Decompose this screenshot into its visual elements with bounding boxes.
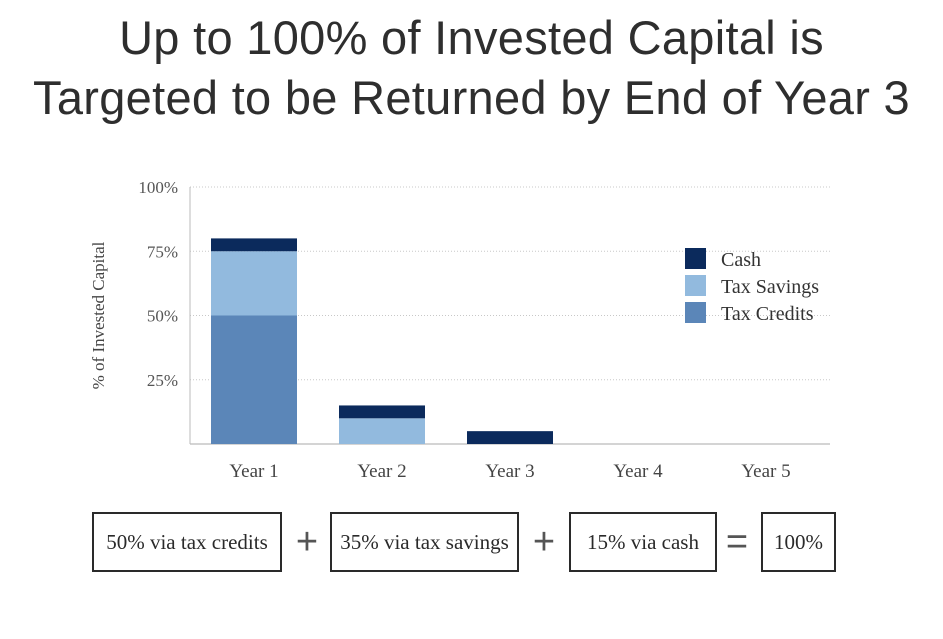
equation-plus-2: + xyxy=(532,520,556,563)
bar-segment-cash xyxy=(467,431,553,444)
equation-plus-1: + xyxy=(295,520,319,563)
y-tick-label: 100% xyxy=(138,178,178,197)
bar-segment-tax-savings xyxy=(339,418,425,444)
bar-segment-cash xyxy=(339,405,425,419)
y-tick-label: 25% xyxy=(147,371,178,390)
stacked-bar-chart: 25% 50% 75% 100% % of Invested Capital Year 1… xyxy=(89,178,830,482)
equation-equals: = xyxy=(725,520,749,563)
title-line-2: Targeted to be Returned by End of Year 3 xyxy=(33,71,910,124)
y-tick-label: 50% xyxy=(147,307,178,326)
equation-result: 100% xyxy=(761,512,836,572)
bar-segment-tax-savings xyxy=(211,251,297,316)
equation-term-cash: 15% via cash xyxy=(569,512,717,572)
y-axis-title: % of Invested Capital xyxy=(89,241,108,389)
legend-swatch xyxy=(685,302,706,323)
x-tick-label: Year 3 xyxy=(485,461,534,482)
x-tick-label: Year 4 xyxy=(613,461,663,482)
equation-term-tax-credits: 50% via tax credits xyxy=(92,512,282,572)
legend-label: Tax Credits xyxy=(721,303,814,325)
bar-segment-cash xyxy=(211,238,297,252)
x-tick-label: Year 2 xyxy=(357,461,406,482)
x-tick-label: Year 1 xyxy=(229,461,278,482)
y-tick-label: 75% xyxy=(147,242,178,261)
legend-swatch xyxy=(685,248,706,269)
title-line-1: Up to 100% of Invested Capital is xyxy=(119,11,824,64)
equation-term-tax-savings: 35% via tax savings xyxy=(330,512,519,572)
bar-segment-tax-credits xyxy=(211,315,297,444)
chart-title: Up to 100% of Invested Capital is Target… xyxy=(0,8,943,128)
legend-label: Tax Savings xyxy=(721,276,819,298)
legend-label: Cash xyxy=(721,249,761,271)
x-tick-label: Year 5 xyxy=(741,461,790,482)
legend-swatch xyxy=(685,275,706,296)
